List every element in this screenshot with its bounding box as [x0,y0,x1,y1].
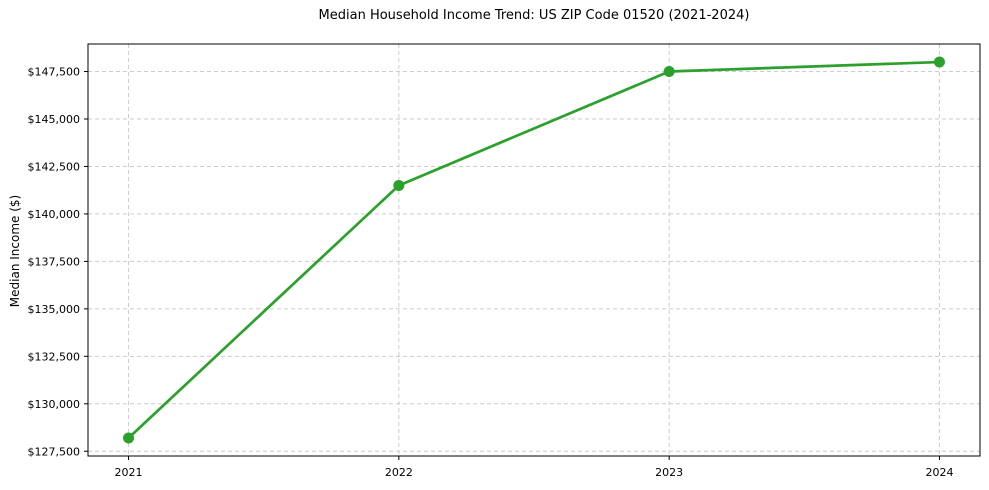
data-point-2022 [393,179,405,191]
x-tick-label: 2023 [655,466,683,479]
y-tick-label: $127,500 [28,445,81,458]
y-tick-label: $130,000 [28,398,81,411]
y-tick-label: $147,500 [28,66,81,79]
data-point-2024 [933,56,945,68]
y-tick-label: $145,000 [28,113,81,126]
y-tick-label: $140,000 [28,208,81,221]
plot-border [87,43,981,457]
x-tick-label: 2024 [925,466,953,479]
y-tick-label: $132,500 [28,350,81,363]
chart-title: Median Household Income Trend: US ZIP Co… [318,8,750,23]
y-tick-label: $135,000 [28,303,81,316]
x-tick-label: 2021 [115,466,143,479]
trend-line [127,60,941,440]
y-tick-label: $137,500 [28,255,81,268]
x-tick-label: 2022 [385,466,413,479]
data-point-2023 [663,66,675,78]
y-tick-label: $142,500 [28,160,81,173]
data-point-2021 [123,432,135,444]
